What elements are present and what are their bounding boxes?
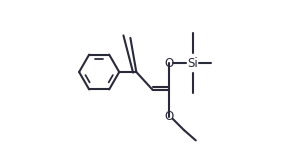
Text: O: O	[164, 110, 174, 123]
Text: Si: Si	[187, 57, 198, 70]
Text: O: O	[164, 57, 174, 70]
